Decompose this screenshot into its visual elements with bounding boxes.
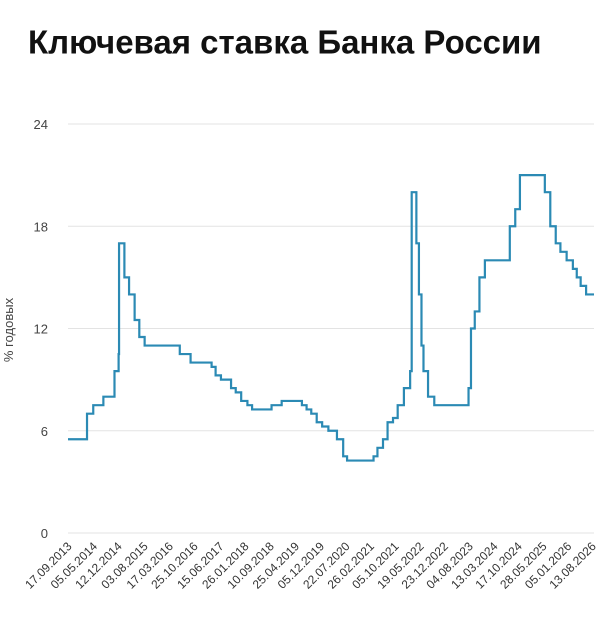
y-tick-label: 6 [41,424,48,439]
y-tick-label: 24 [34,117,48,132]
y-tick-label: 0 [41,526,48,541]
y-tick-label: 12 [34,322,48,337]
y-axis-label: % годовых [1,297,16,362]
rate-line [68,174,594,462]
chart-title: Ключевая ставка Банка России [28,24,542,61]
y-tick-label: 18 [34,219,48,234]
